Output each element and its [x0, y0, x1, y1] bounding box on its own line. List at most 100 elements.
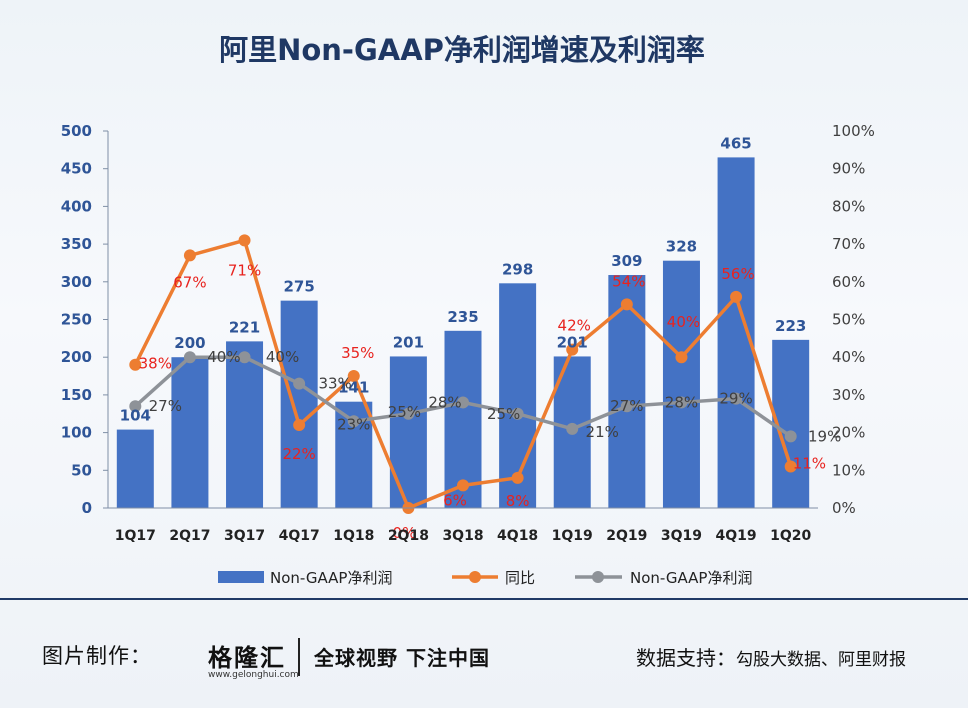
bar	[662, 260, 700, 508]
bar-value-label: 298	[502, 260, 533, 278]
yoy-point	[183, 249, 196, 262]
bar-value-label: 201	[557, 333, 588, 351]
legend-label: Non-GAAP净利润	[270, 569, 392, 587]
margin-value-label: 28%	[428, 393, 461, 411]
x-axis-label: 4Q18	[497, 528, 538, 544]
left-axis-label: 400	[61, 197, 92, 215]
left-axis-label: 100	[61, 424, 92, 442]
yoy-point	[347, 370, 360, 383]
bar	[499, 283, 537, 508]
margin-point	[129, 400, 142, 413]
yoy-point	[675, 351, 688, 364]
yoy-point	[730, 290, 743, 303]
x-axis-label: 3Q18	[442, 528, 483, 544]
margin-value-label: 29%	[719, 390, 752, 408]
yoy-point	[620, 298, 633, 311]
margin-value-label: 25%	[487, 405, 520, 423]
margin-value-label: 27%	[149, 397, 182, 415]
margin-point	[675, 396, 688, 409]
bar-value-label: 223	[775, 317, 806, 335]
right-axis-label: 90%	[832, 160, 865, 178]
yoy-value-label: 22%	[282, 445, 315, 463]
yoy-value-label: 8%	[506, 492, 530, 510]
yoy-value-label: 67%	[173, 273, 206, 291]
yoy-value-label: 35%	[341, 344, 374, 362]
bar-value-label: 201	[393, 333, 424, 351]
legend-label: Non-GAAP净利润	[630, 569, 752, 587]
left-axis-label: 250	[61, 311, 92, 329]
x-axis-label: 1Q17	[115, 528, 156, 544]
bar-value-label: 104	[120, 407, 151, 425]
x-axis-label: 4Q17	[279, 528, 320, 544]
left-axis-label: 50	[71, 461, 92, 479]
right-axis-label: 50%	[832, 311, 865, 329]
right-axis-label: 70%	[832, 235, 865, 253]
x-axis-label: 2Q18	[388, 528, 429, 544]
margin-value-label: 40%	[207, 348, 240, 366]
margin-value-label: 21%	[586, 423, 619, 441]
data-source: 数据支持：勾股大数据、阿里财报	[636, 642, 906, 671]
margin-point	[457, 396, 469, 409]
left-axis-label: 450	[61, 160, 92, 178]
margin-point	[620, 400, 633, 413]
margin-point	[730, 392, 743, 405]
margin-value-label: 19%	[808, 427, 841, 445]
right-axis-label: 40%	[832, 348, 865, 366]
yoy-point	[293, 419, 306, 432]
bar	[226, 341, 264, 508]
yoy-point	[457, 479, 469, 492]
chart-title: 阿里Non-GAAP净利润增速及利润率	[219, 33, 705, 67]
margin-value-label: 28%	[665, 393, 698, 411]
yoy-value-label: 0%	[392, 524, 416, 542]
x-axis-label: 2Q17	[169, 528, 210, 544]
yoy-point	[238, 234, 251, 247]
brand-url: www.gelonghui.com	[208, 670, 299, 680]
made-by-label: 图片制作：	[42, 644, 152, 668]
bar-value-label: 309	[611, 252, 642, 270]
legend-swatch-marker	[592, 571, 604, 583]
x-axis-label: 1Q20	[770, 528, 811, 544]
left-axis-label: 500	[61, 122, 92, 140]
bar-value-label: 465	[720, 134, 751, 152]
footer-divider	[0, 598, 968, 600]
left-axis-label: 300	[61, 273, 92, 291]
bar	[444, 330, 482, 508]
bar-value-label: 221	[229, 318, 260, 336]
bar	[280, 300, 318, 508]
right-axis-label: 60%	[832, 273, 865, 291]
yoy-point	[129, 358, 142, 371]
brand-name: 格隆汇	[208, 644, 286, 672]
yoy-value-label: 40%	[667, 313, 700, 331]
bar-value-label: 235	[447, 308, 478, 326]
bar-value-label: 328	[666, 238, 697, 256]
chart: 阿里Non-GAAP净利润增速及利润率 104 200 221 275 141 201 23…	[61, 33, 875, 587]
margin-point	[183, 351, 196, 364]
margin-point	[238, 351, 251, 364]
bar-value-label: 200	[174, 334, 205, 352]
x-axis-label: 1Q19	[552, 528, 593, 544]
left-axis-label: 0	[82, 499, 92, 517]
bar-value-label: 141	[338, 379, 369, 397]
margin-value-label: 27%	[610, 397, 643, 415]
x-axis-label: 1Q18	[333, 528, 374, 544]
yoy-value-label: 6%	[443, 491, 467, 509]
left-axis-label: 150	[61, 386, 92, 404]
margin-point	[566, 422, 579, 435]
right-axis-label: 100%	[832, 122, 875, 140]
yoy-value-label: 38%	[139, 355, 172, 373]
right-axis-label: 80%	[832, 197, 865, 215]
margin-point	[402, 407, 415, 420]
slogan: 全球视野 下注中国	[314, 646, 490, 670]
right-axis-label: 20%	[832, 424, 865, 442]
x-axis-label: 3Q19	[661, 528, 702, 544]
legend-label: 同比	[505, 569, 535, 587]
margin-value-label: 23%	[337, 415, 370, 433]
yoy-value-label: 56%	[721, 265, 754, 283]
left-axis-label: 200	[61, 348, 92, 366]
footer-separator	[298, 638, 300, 676]
yoy-value-label: 42%	[558, 317, 591, 335]
data-source-label: 数据支持：	[636, 646, 736, 670]
bar	[389, 356, 427, 508]
yoy-value-label: 11%	[793, 455, 826, 473]
right-axis-label: 30%	[832, 386, 865, 404]
